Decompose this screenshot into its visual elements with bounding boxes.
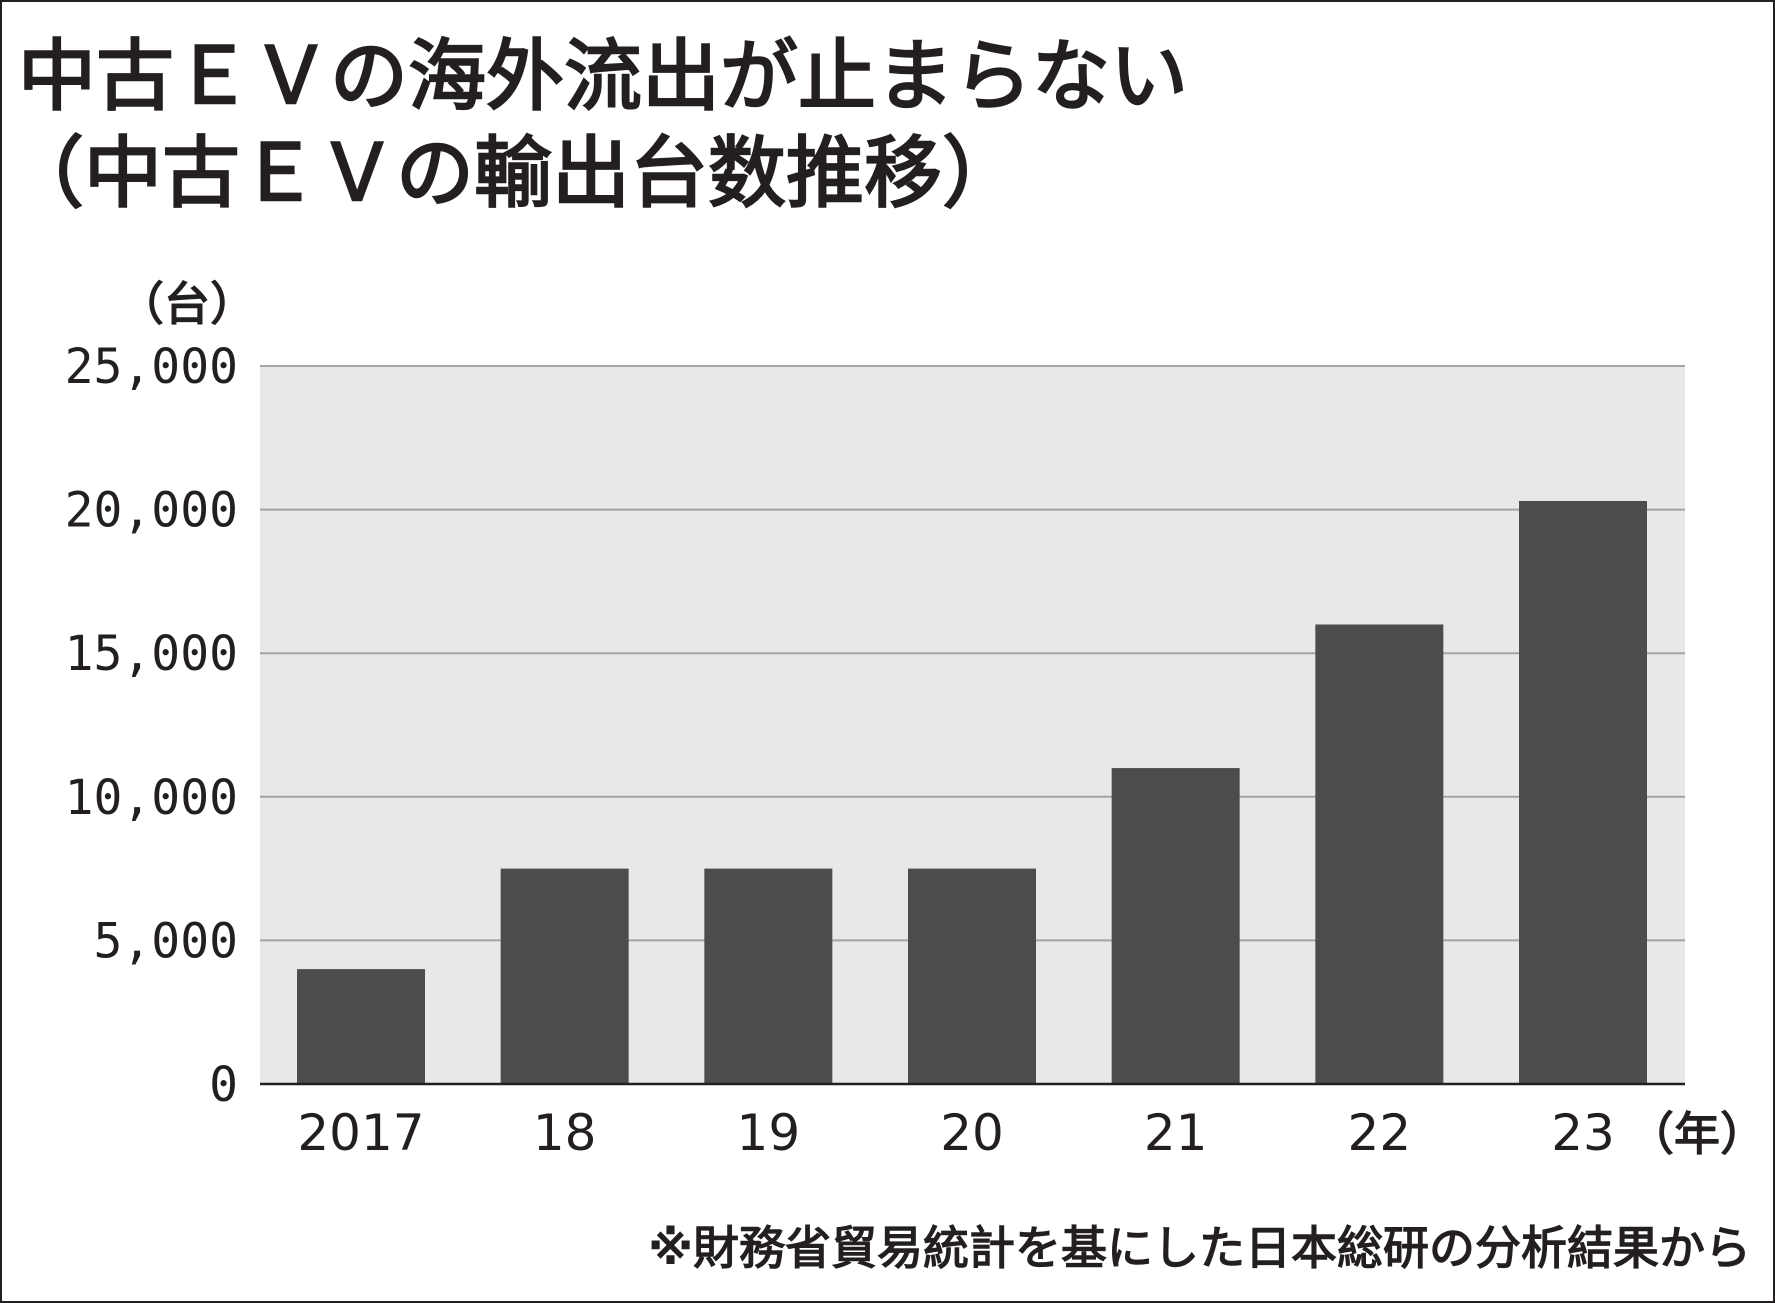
source-note: ※財務省貿易統計を基にした日本総研の分析結果から	[648, 1221, 1751, 1275]
bar-21	[1111, 768, 1240, 1084]
x-tick-label-20: 20	[940, 1104, 1004, 1162]
x-tick-label-23: 23	[1551, 1104, 1615, 1162]
x-tick-label-22: 22	[1348, 1104, 1412, 1162]
y-axis-unit-label: （台）	[118, 277, 256, 331]
x-axis-unit-label: （年）	[1628, 1107, 1766, 1161]
y-tick-label-25000: 25,000	[65, 339, 238, 395]
y-tick-label-5000: 5,000	[94, 913, 239, 969]
bar-23	[1519, 500, 1647, 1084]
chart-subtitle: （中古ＥＶの輸出台数推移）	[6, 129, 1021, 219]
x-tick-label-19: 19	[737, 1104, 801, 1162]
y-tick-label-20000: 20,000	[65, 483, 238, 539]
bar-2017	[297, 969, 425, 1084]
x-tick-label-21: 21	[1144, 1104, 1208, 1162]
y-tick-label-10000: 10,000	[65, 770, 238, 826]
x-tick-label-2017: 2017	[297, 1104, 424, 1162]
y-tick-label-0: 0	[209, 1057, 238, 1113]
chart-title: 中古ＥＶの海外流出が止まらない	[18, 32, 1189, 122]
x-tick-label-18: 18	[533, 1104, 597, 1162]
bar-20	[908, 868, 1036, 1084]
bar-19	[704, 868, 833, 1084]
bar-22	[1315, 624, 1444, 1084]
bar-18	[500, 868, 629, 1084]
y-tick-label-15000: 15,000	[65, 626, 238, 682]
